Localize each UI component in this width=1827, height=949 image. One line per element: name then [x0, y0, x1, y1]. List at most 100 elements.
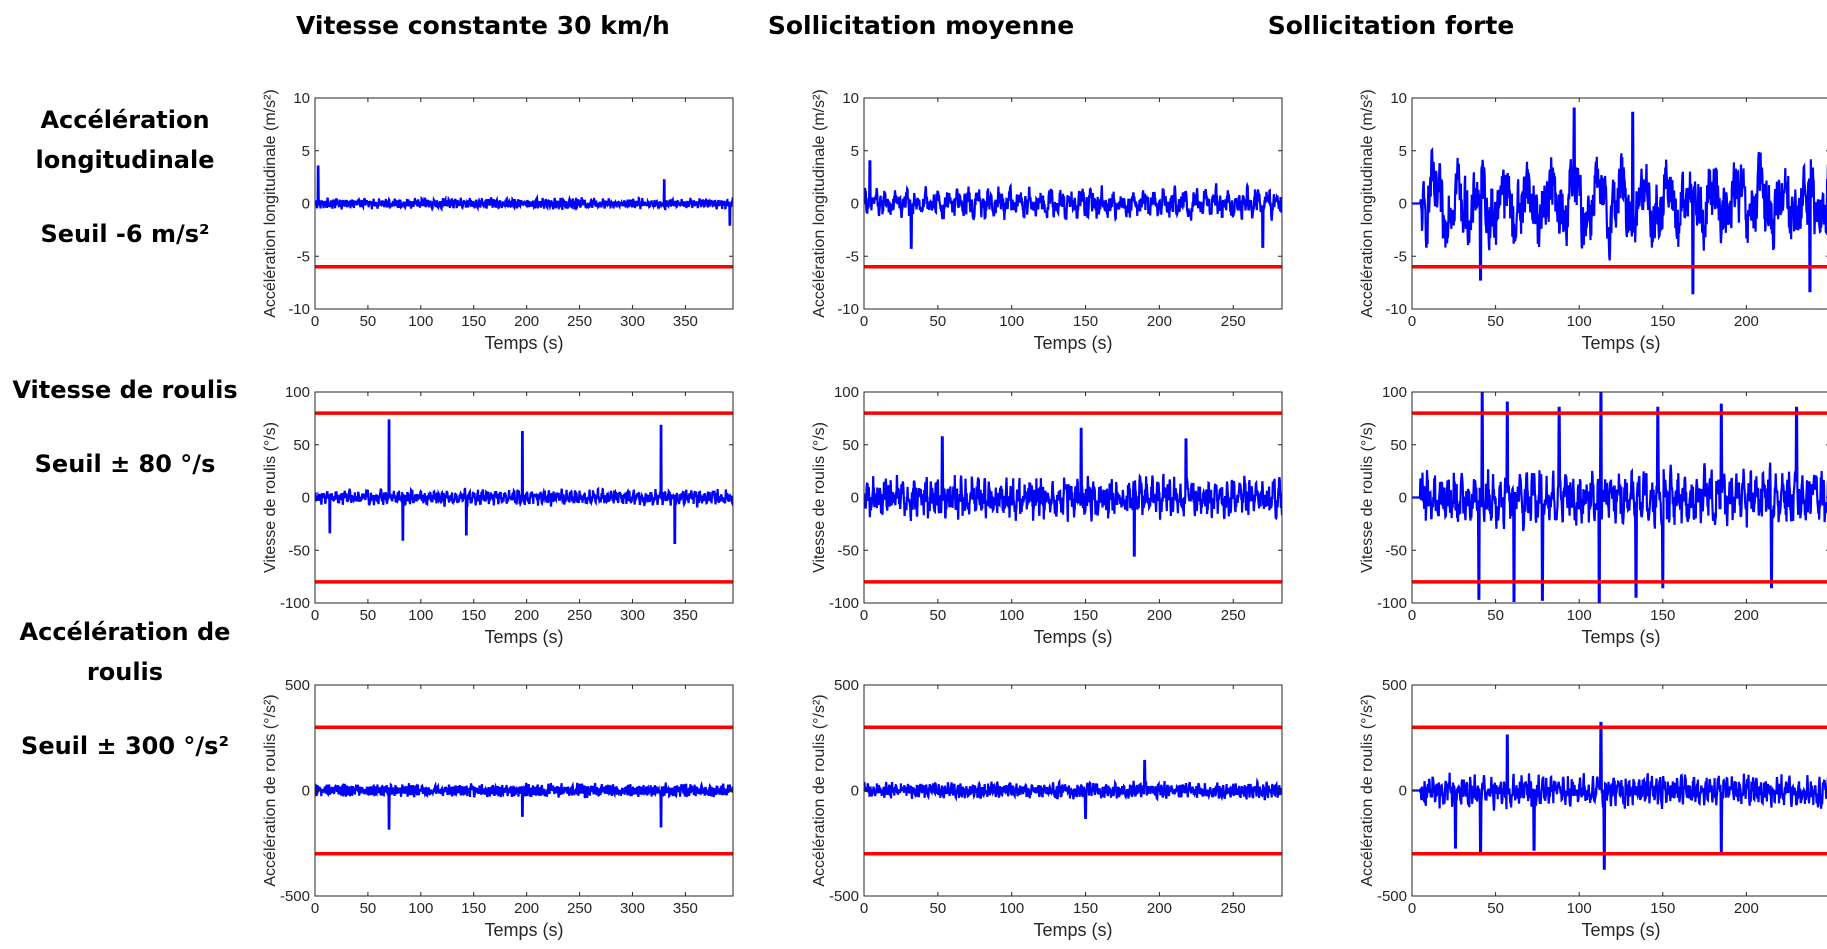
x-tick-label: 50 — [1487, 900, 1504, 917]
x-tick-label: 0 — [311, 900, 319, 917]
x-axis-label: Temps (s) — [484, 627, 563, 647]
x-tick-label: 150 — [461, 900, 486, 917]
y-tick-label: -10 — [288, 301, 310, 318]
signal-line — [1412, 107, 1827, 295]
y-tick-label: 0 — [851, 783, 859, 800]
chart-roll-rate-forte: 0 50 100 150 200 -100 -50 0 50 100 Temps (s) Vitess… — [1359, 384, 1827, 647]
x-tick-label: 100 — [999, 607, 1024, 624]
x-tick-label: 100 — [408, 900, 433, 917]
y-tick-label: -500 — [829, 888, 859, 905]
x-tick-label: 150 — [1073, 607, 1098, 624]
chart-roll-rate-moy: 0 50 100 150 200 250 -100 -50 0 50 100 Temps (s) Vit… — [811, 384, 1283, 647]
chart-acc-long-moy: 0 50 100 150 200 250 -10 -5 0 5 10 Temps (s) Accélér… — [811, 89, 1283, 353]
y-tick-label: -50 — [288, 542, 310, 559]
x-tick-label: 100 — [408, 313, 433, 330]
signal-line — [1412, 721, 1827, 870]
x-tick-label: 50 — [360, 313, 377, 330]
x-tick-label: 200 — [514, 607, 539, 624]
signal-line — [315, 165, 733, 226]
x-tick-label: 350 — [673, 607, 698, 624]
x-tick-label: 250 — [567, 607, 592, 624]
signal-line — [315, 419, 733, 545]
y-tick-label: 0 — [851, 490, 859, 507]
x-tick-label: 0 — [311, 607, 319, 624]
y-tick-label: 500 — [1382, 677, 1407, 694]
row-label-longitudinal: Accélération longitudinale Seuil -6 m/s² — [0, 100, 250, 254]
x-tick-label: 200 — [1734, 313, 1759, 330]
y-tick-label: -10 — [1385, 301, 1407, 318]
x-tick-label: 200 — [514, 313, 539, 330]
y-tick-label: -50 — [837, 542, 859, 559]
x-tick-label: 100 — [999, 900, 1024, 917]
y-tick-label: 10 — [842, 90, 859, 107]
signal-line — [864, 759, 1282, 820]
x-axis-label: Temps (s) — [1033, 920, 1112, 940]
signal-line — [864, 427, 1282, 557]
y-axis-label: Accélération de roulis (°/s²) — [811, 694, 828, 886]
x-axis-label: Temps (s) — [484, 920, 563, 940]
x-tick-label: 50 — [930, 900, 947, 917]
signal-line — [1412, 392, 1827, 603]
x-tick-label: 200 — [514, 900, 539, 917]
y-tick-label: 100 — [285, 384, 310, 401]
x-tick-label: 300 — [620, 607, 645, 624]
y-tick-label: 50 — [293, 437, 310, 454]
y-tick-label: -5 — [1394, 248, 1407, 265]
x-tick-label: 0 — [1408, 313, 1416, 330]
row-label-roll-acc-line1: Accélération de — [19, 618, 231, 646]
y-tick-label: -5 — [846, 248, 859, 265]
y-tick-label: 10 — [1390, 90, 1407, 107]
y-tick-label: 50 — [842, 437, 859, 454]
x-tick-label: 300 — [620, 900, 645, 917]
x-tick-label: 250 — [567, 313, 592, 330]
x-tick-label: 200 — [1147, 607, 1172, 624]
y-axis-label: Vitesse de roulis (°/s) — [262, 422, 279, 573]
y-axis-label: Accélération de roulis (°/s²) — [262, 694, 279, 886]
x-tick-label: 150 — [1073, 900, 1098, 917]
x-tick-label: 0 — [311, 313, 319, 330]
x-tick-label: 150 — [1650, 900, 1675, 917]
y-tick-label: -500 — [1377, 888, 1407, 905]
signal-line — [864, 160, 1282, 249]
y-tick-label: -500 — [280, 888, 310, 905]
x-tick-label: 50 — [1487, 607, 1504, 624]
column-title-medium: Sollicitation moyenne — [767, 11, 1075, 40]
y-tick-label: -50 — [1385, 542, 1407, 559]
row-label-roll-rate-line1: Vitesse de roulis — [12, 376, 238, 404]
x-tick-label: 0 — [860, 313, 868, 330]
y-axis-label: Accélération de roulis (°/s²) — [1359, 694, 1376, 886]
y-tick-label: 0 — [1399, 490, 1407, 507]
row-label-longitudinal-line2: longitudinale — [35, 146, 215, 174]
row-label-roll-acc: Accélération de roulis Seuil ± 300 °/s² — [0, 612, 250, 766]
x-tick-label: 100 — [408, 607, 433, 624]
row-threshold-roll-acc: Seuil ± 300 °/s² — [21, 732, 229, 760]
x-tick-label: 200 — [1147, 900, 1172, 917]
x-tick-label: 0 — [860, 900, 868, 917]
x-tick-label: 250 — [1221, 313, 1246, 330]
x-tick-label: 50 — [930, 313, 947, 330]
y-tick-label: 0 — [851, 196, 859, 213]
y-tick-label: 0 — [302, 196, 310, 213]
chart-roll-rate-const: 0 50 100 150 200 250 300 350 -100 -50 0 50 100 Temps … — [262, 384, 734, 647]
y-tick-label: 0 — [1399, 783, 1407, 800]
chart-acc-long-const: 0 50 100 150 200 250 300 350 -10 -5 0 5 10 Temps (s) A… — [262, 89, 734, 353]
x-tick-label: 50 — [360, 900, 377, 917]
y-axis-label: Accélération longitudinale (m/s²) — [811, 89, 828, 318]
y-axis-label: Vitesse de roulis (°/s) — [1359, 422, 1376, 573]
x-tick-label: 100 — [999, 313, 1024, 330]
y-tick-label: 500 — [285, 677, 310, 694]
y-tick-label: -100 — [280, 595, 310, 612]
y-tick-label: 100 — [834, 384, 859, 401]
y-tick-label: -10 — [837, 301, 859, 318]
y-tick-label: -100 — [829, 595, 859, 612]
y-axis-label: Accélération longitudinale (m/s²) — [262, 89, 279, 318]
column-title-strong: Sollicitation forte — [1267, 11, 1515, 40]
chart-acc-long-forte: 0 50 100 150 200 -10 -5 0 5 10 Temps (s) Accélérati… — [1359, 89, 1827, 353]
y-tick-label: 5 — [851, 143, 859, 160]
x-tick-label: 150 — [1650, 313, 1675, 330]
x-tick-label: 350 — [673, 900, 698, 917]
